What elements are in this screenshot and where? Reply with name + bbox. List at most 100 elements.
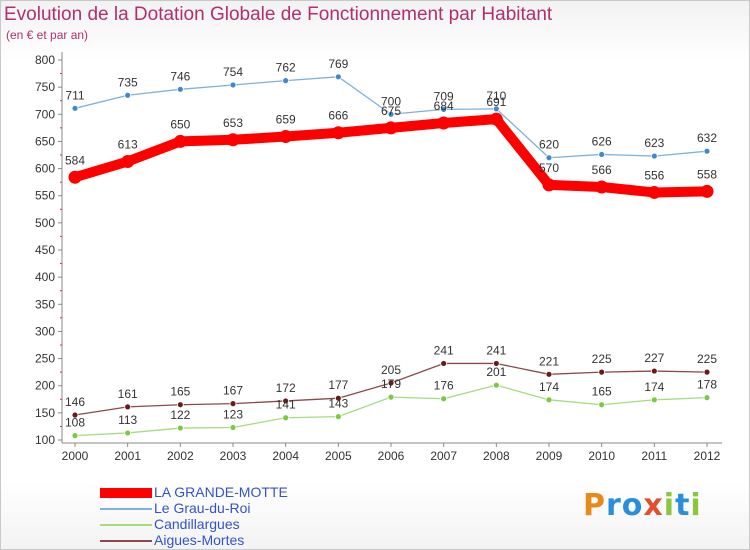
data-label: 650 — [170, 117, 190, 131]
data-point — [650, 396, 658, 404]
y-tick-label: 400 — [35, 270, 55, 284]
x-tick-label: 2000 — [62, 449, 89, 463]
data-label: 570 — [539, 161, 559, 175]
data-point — [440, 395, 448, 403]
data-point — [489, 112, 503, 126]
x-tick-label: 2008 — [483, 449, 510, 463]
data-point — [176, 424, 184, 432]
data-label: 709 — [434, 89, 454, 103]
data-point — [492, 360, 500, 367]
x-tick-label: 2005 — [325, 449, 352, 463]
data-point — [545, 396, 553, 404]
y-tick-label: 250 — [35, 352, 55, 366]
data-point — [176, 85, 184, 93]
legend-label: Aigues-Mortes — [154, 532, 245, 548]
data-label: 225 — [592, 352, 612, 366]
data-point — [545, 370, 553, 378]
data-point — [703, 394, 711, 402]
data-label: 225 — [697, 352, 717, 366]
data-point — [542, 178, 556, 192]
x-tick-label: 2004 — [272, 449, 299, 463]
legend-swatch — [100, 524, 152, 526]
proxiti-logo: Proxiti — [583, 488, 702, 523]
data-label: 558 — [697, 167, 717, 181]
legend-label: LA GRANDE-MOTTE — [154, 484, 288, 500]
data-label: 684 — [434, 99, 454, 113]
x-tick-label: 2011 — [641, 449, 667, 463]
data-label: 176 — [434, 379, 454, 393]
data-point — [124, 429, 132, 437]
data-label: 113 — [118, 413, 137, 427]
y-tick-label: 600 — [35, 162, 55, 176]
chart-subtitle: (en € et par an) — [6, 28, 89, 42]
data-label: 221 — [539, 354, 559, 368]
data-point — [387, 379, 395, 387]
data-point — [334, 73, 342, 81]
data-point — [68, 170, 82, 184]
y-tick-label: 500 — [35, 216, 55, 230]
y-tick-label: 650 — [35, 134, 55, 148]
data-point — [492, 381, 500, 389]
data-label: 711 — [65, 88, 84, 102]
data-label: 122 — [170, 408, 190, 422]
y-tick-label: 150 — [35, 406, 55, 420]
data-label: 146 — [65, 395, 85, 409]
data-point — [124, 91, 132, 99]
data-point — [334, 394, 342, 402]
data-point — [229, 424, 237, 431]
data-point — [71, 432, 79, 440]
data-point — [650, 367, 658, 375]
data-label: 710 — [486, 89, 506, 103]
x-tick-label: 2012 — [694, 449, 721, 463]
data-point — [598, 151, 606, 158]
legend-item: Candillargues — [100, 516, 320, 532]
data-label: 172 — [276, 381, 296, 395]
y-tick-label: 800 — [35, 53, 55, 67]
data-label: 754 — [223, 65, 243, 79]
data-point — [387, 393, 395, 401]
data-point — [703, 147, 711, 155]
data-point — [492, 105, 500, 113]
data-point — [71, 104, 79, 112]
data-label: 659 — [276, 113, 296, 127]
data-label: 177 — [328, 378, 348, 392]
data-label: 167 — [223, 384, 243, 398]
data-label: 769 — [328, 57, 348, 71]
data-label: 700 — [381, 94, 401, 108]
data-point — [595, 180, 609, 194]
data-label: 143 — [328, 397, 348, 411]
data-point — [331, 126, 345, 140]
y-tick-label: 450 — [35, 243, 55, 257]
data-label: 123 — [223, 408, 243, 422]
data-point — [650, 152, 658, 160]
data-label: 623 — [644, 136, 664, 150]
data-label: 746 — [170, 69, 190, 83]
x-tick-label: 2003 — [220, 449, 247, 463]
data-label: 762 — [276, 61, 296, 75]
data-point — [279, 130, 293, 144]
data-point — [71, 411, 79, 419]
data-label: 205 — [381, 363, 401, 377]
legend-swatch — [100, 508, 152, 510]
legend-label: Le Grau-du-Roi — [154, 500, 251, 516]
legend-item: Le Grau-du-Roi — [100, 500, 320, 516]
data-point — [282, 77, 290, 85]
data-point — [598, 368, 606, 376]
data-point — [545, 154, 553, 162]
y-tick-label: 300 — [35, 324, 55, 338]
data-label: 178 — [697, 378, 717, 392]
data-label: 584 — [65, 153, 85, 167]
y-tick-label: 550 — [35, 189, 55, 203]
data-label: 201 — [486, 365, 506, 379]
data-point — [384, 121, 398, 135]
y-tick-label: 750 — [35, 80, 55, 94]
data-label: 165 — [592, 385, 612, 399]
data-label: 161 — [118, 387, 138, 401]
data-label: 613 — [118, 138, 138, 152]
data-point — [440, 360, 448, 367]
data-point — [598, 401, 606, 409]
data-label: 179 — [381, 377, 401, 391]
y-tick-label: 350 — [35, 297, 55, 311]
data-label: 174 — [644, 380, 664, 394]
